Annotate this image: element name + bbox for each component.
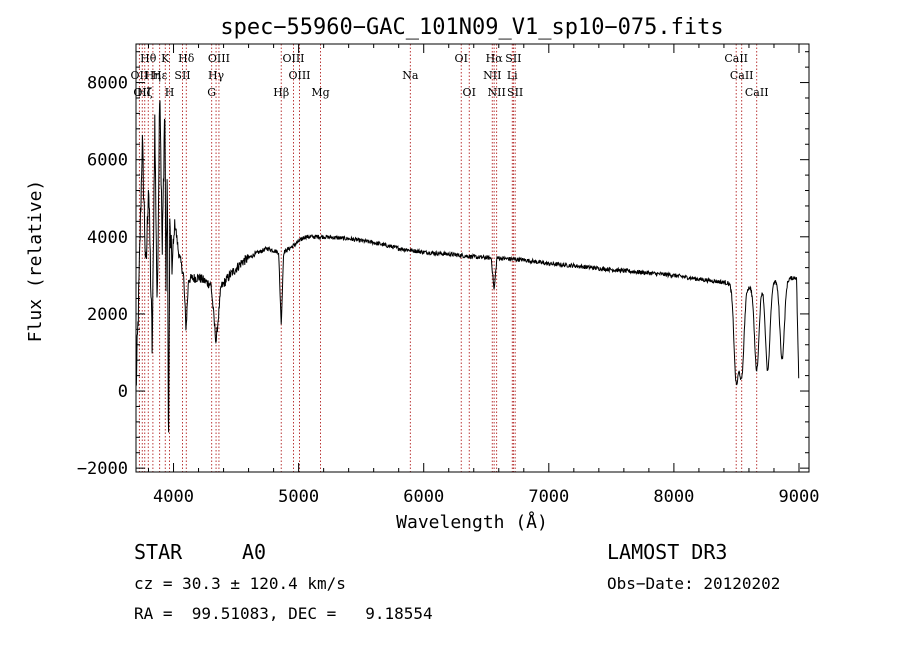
spectrum-line (135, 100, 800, 433)
line-label-16: NII (483, 69, 501, 82)
line-label-7: SII (505, 52, 521, 65)
coordinates: RA = 99.51083, DEC = 9.18554 (134, 604, 433, 623)
y-axis: −2000 0 2000 4000 6000 8000 (77, 51, 809, 479)
x-axis-label: Wavelength (Å) (396, 511, 548, 533)
chart-title: spec−55960−GAC_101N09_V1_sp10−075.fits (220, 15, 723, 40)
plot-frame (135, 43, 810, 473)
x-tick-label-0: 4000 (153, 487, 194, 507)
x-axis: 4000 5000 6000 7000 8000 9000 (148, 44, 820, 507)
line-label-24: Mg (311, 86, 329, 99)
y-tick-label-4: 6000 (87, 151, 128, 171)
subclass: A0 (242, 540, 267, 564)
x-tick-label-1: 5000 (278, 487, 319, 507)
line-label-10: Hη (145, 69, 161, 82)
survey-name: LAMOST DR3 (607, 540, 728, 564)
line-label-23: Hβ (273, 86, 289, 99)
x-tick-label-3: 7000 (528, 487, 569, 507)
y-tick-label-0: −2000 (77, 459, 128, 479)
y-axis-label: Flux (relative) (25, 180, 46, 343)
x-tick-label-5: 9000 (779, 487, 820, 507)
y-tick-label-3: 4000 (87, 228, 128, 248)
line-label-1: K (161, 52, 170, 65)
y-tick-label-2: 2000 (87, 305, 128, 325)
emission-line-markers (138, 44, 758, 472)
line-label-9: OII (131, 69, 149, 82)
redshift-info: cz = 30.3 ± 120.4 km/s (134, 574, 346, 593)
line-label-15: Na (402, 69, 419, 82)
x-tick-label-2: 6000 (403, 487, 444, 507)
line-label-12: SII (174, 69, 190, 82)
line-label-26: NII (487, 86, 505, 99)
line-label-2: Hδ (178, 52, 195, 65)
line-label-13: Hγ (208, 69, 225, 82)
line-label-8: CaII (724, 52, 748, 65)
line-label-19: OII (133, 86, 151, 99)
line-label-3: OIII (208, 52, 230, 65)
line-label-27: SII (507, 86, 523, 99)
line-label-18: CaII (730, 69, 754, 82)
x-tick-label-4: 8000 (653, 487, 694, 507)
spectrum-layer (135, 100, 800, 433)
line-label-28: CaII (745, 86, 769, 99)
line-label-5: OI (455, 52, 468, 65)
y-tick-label-1: 0 (118, 382, 128, 402)
line-label-14: OIII (288, 69, 310, 82)
object-class: STAR (134, 540, 183, 564)
obs-date: Obs−Date: 20120202 (607, 574, 781, 593)
line-label-17: Li (507, 69, 518, 82)
line-label-11: Hε (152, 69, 168, 82)
line-label-22: G (207, 86, 216, 99)
line-label-0: Hθ (140, 52, 157, 65)
line-label-6: Hα (486, 52, 504, 65)
line-label-20: Hζ (137, 86, 153, 99)
line-label-21: H (165, 86, 175, 99)
line-label-25: OI (463, 86, 476, 99)
line-label-4: OIII (282, 52, 304, 65)
y-tick-label-5: 8000 (87, 74, 128, 94)
